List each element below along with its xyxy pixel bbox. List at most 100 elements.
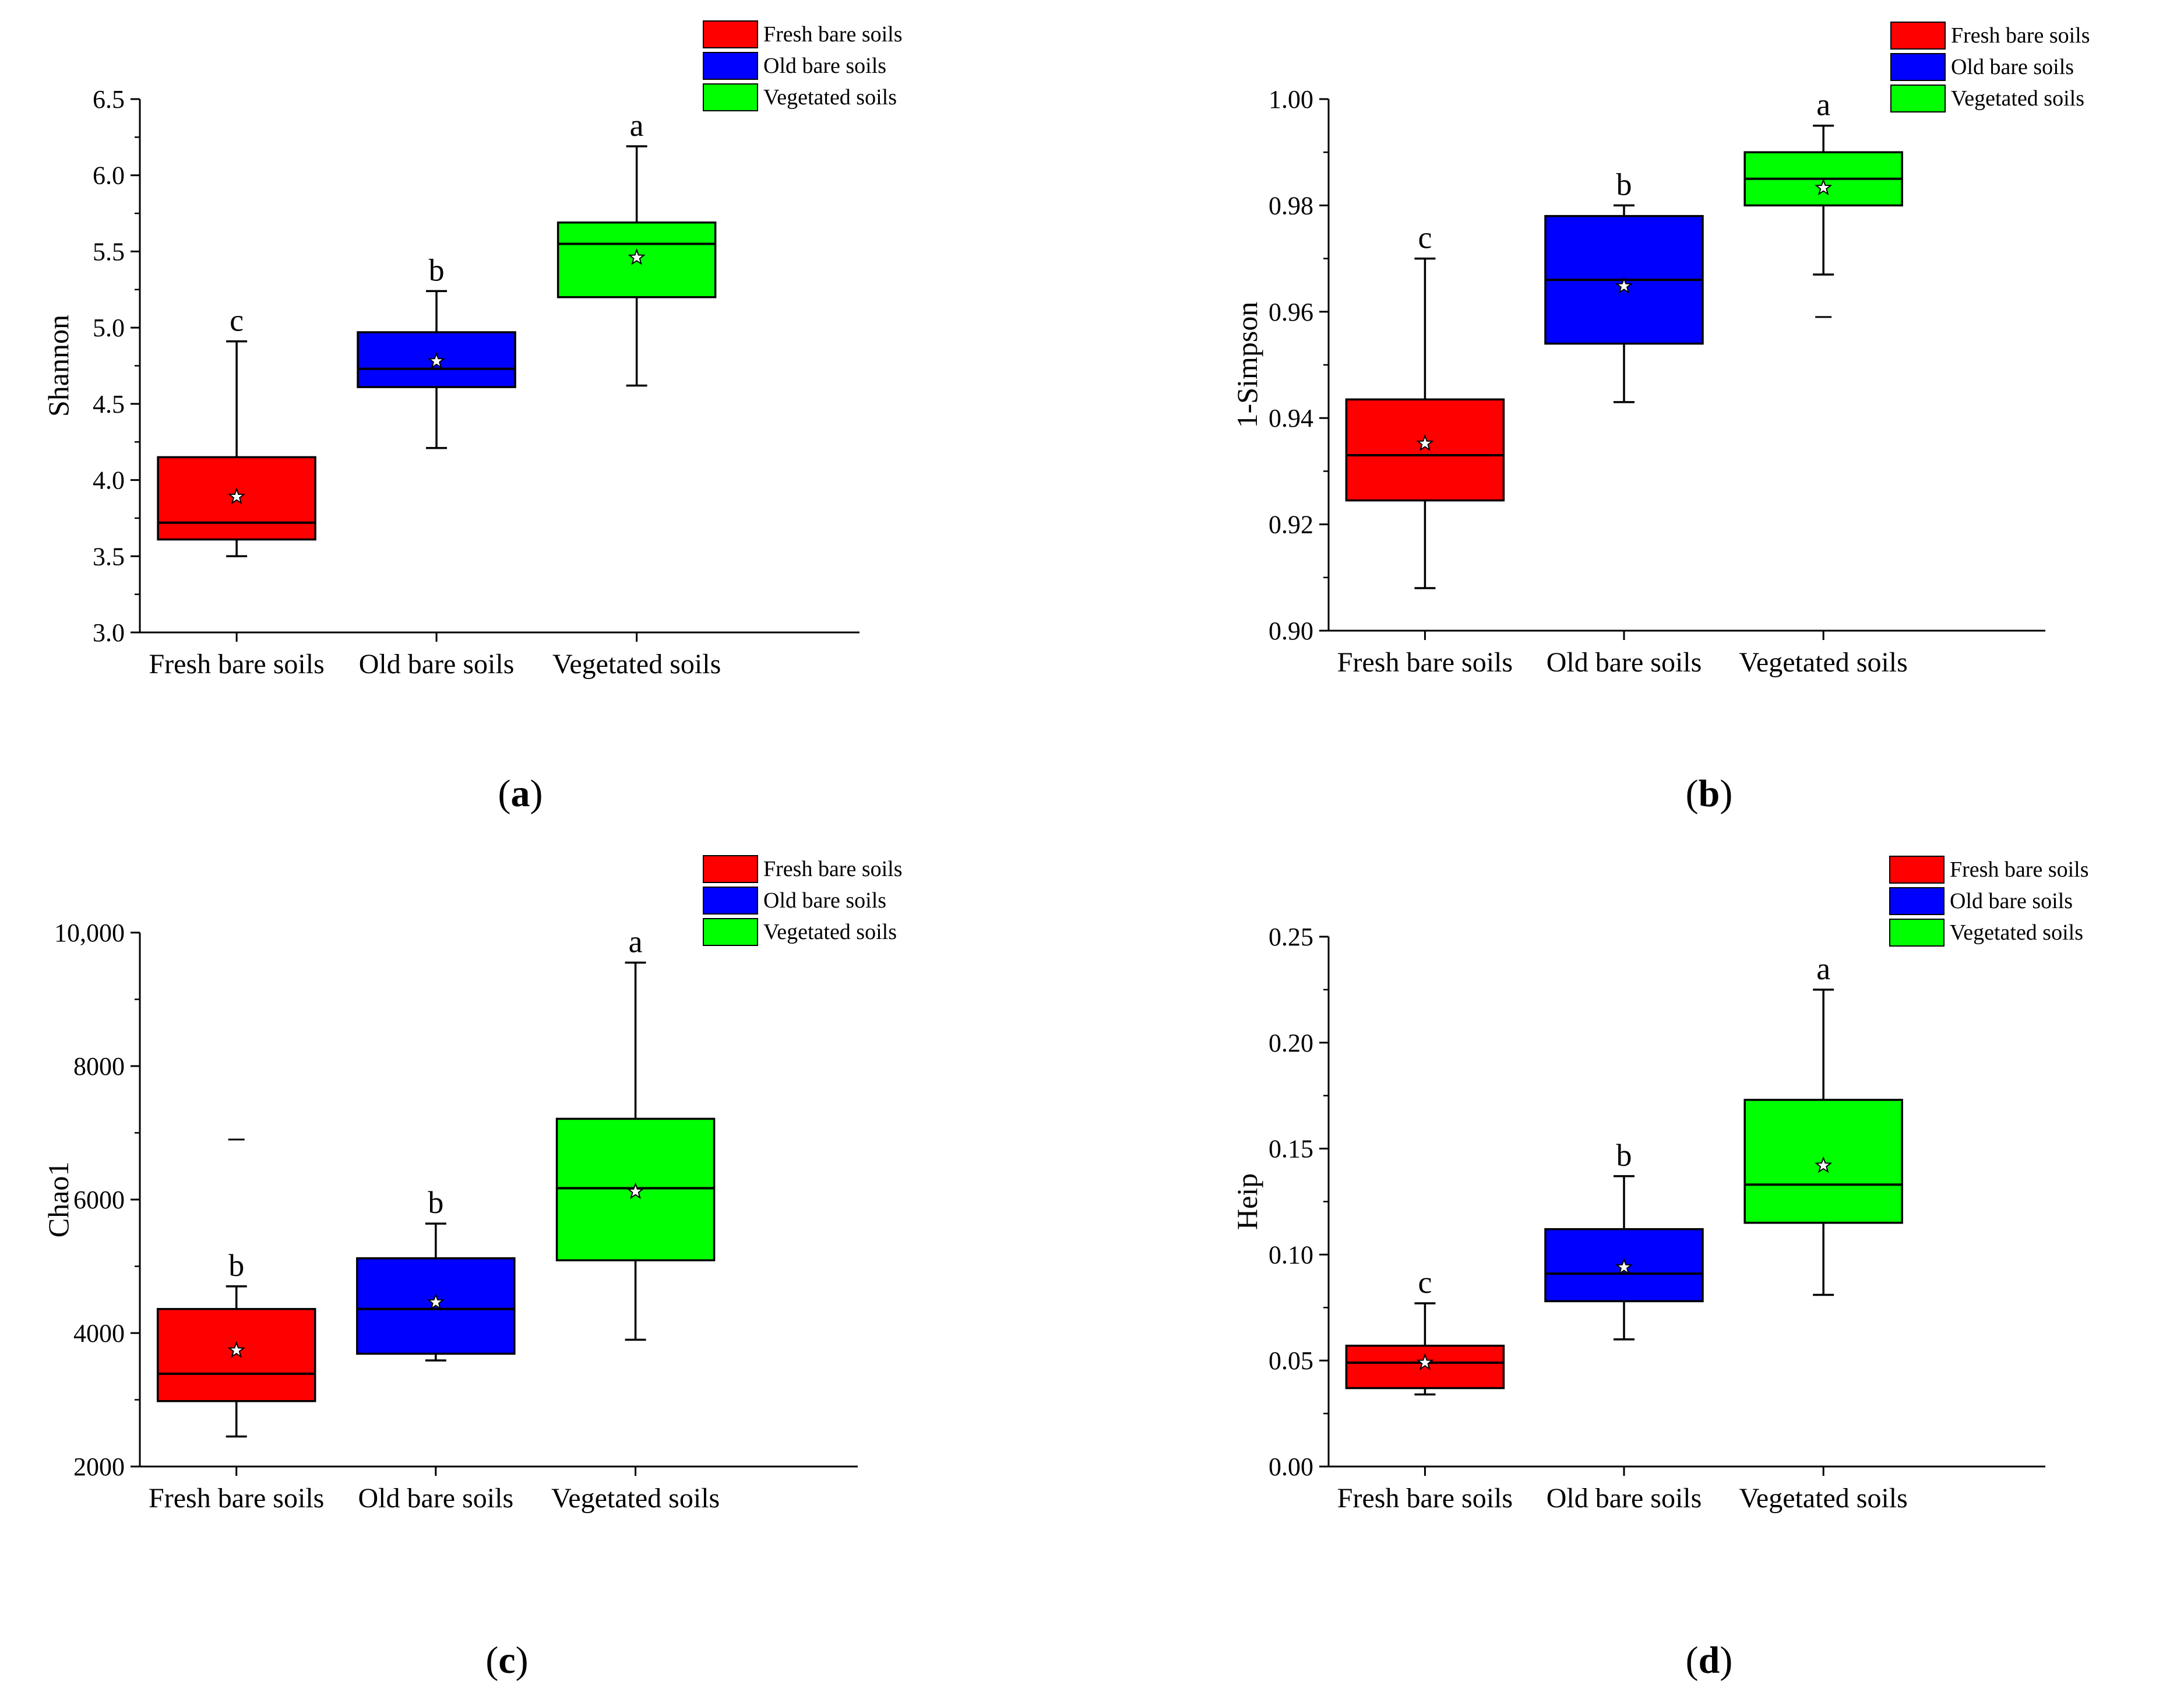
- y-tick-label: 0.94: [1269, 404, 1313, 432]
- y-tick-label: 0.92: [1269, 511, 1313, 539]
- legend-label: Fresh bare soils: [763, 857, 903, 881]
- panel-label: (b): [1686, 772, 1733, 815]
- mean-marker: [1416, 1353, 1434, 1370]
- y-tick-label: 1.00: [1269, 85, 1313, 114]
- legend-swatch: [703, 855, 758, 883]
- y-tick-label: 8000: [73, 1052, 125, 1081]
- legend-swatch: [1890, 22, 1946, 50]
- mean-marker: [1615, 1258, 1633, 1275]
- significance-letter: a: [629, 924, 643, 959]
- y-tick-label: 6.5: [93, 85, 125, 114]
- x-tick-label: Old bare soils: [359, 649, 515, 680]
- significance-letter: c: [1418, 220, 1432, 255]
- y-tick-label: 0.98: [1269, 191, 1313, 220]
- y-tick-label: 6.0: [93, 161, 125, 190]
- y-axis-title: Chao1: [42, 1162, 75, 1238]
- significance-letter: a: [1816, 951, 1830, 986]
- y-tick-label: 3.0: [93, 618, 125, 647]
- mean-marker: [227, 487, 246, 505]
- mean-marker: [227, 1341, 245, 1358]
- legend-label: Fresh bare soils: [1951, 23, 2090, 48]
- y-tick-label: 4.0: [93, 466, 125, 495]
- y-tick-label: 0.15: [1269, 1135, 1313, 1163]
- significance-letter: b: [1616, 167, 1632, 202]
- panel-label: (a): [498, 772, 543, 815]
- y-tick-label: 0.05: [1269, 1346, 1313, 1375]
- y-tick-label: 10,000: [54, 919, 125, 947]
- y-tick-label: 4.5: [93, 390, 125, 419]
- y-tick-label: 0.20: [1269, 1029, 1313, 1057]
- panel-d: 0.00 0.05 0.10 0.15 0.20 0.25 Heip Fresh bare s…: [1231, 856, 2089, 1682]
- legend-label: Vegetated soils: [763, 920, 897, 944]
- legend-label: Vegetated soils: [763, 85, 897, 110]
- x-tick-label: Old bare soils: [358, 1483, 514, 1514]
- y-tick-label: 0.90: [1269, 617, 1313, 645]
- x-tick-label: Old bare soils: [1547, 647, 1702, 678]
- y-axis-title: Heip: [1231, 1173, 1263, 1230]
- legend-swatch: [703, 20, 758, 48]
- legend-swatch: [703, 887, 758, 915]
- y-tick-label: 5.5: [93, 237, 125, 266]
- y-axis-title: Shannon: [42, 315, 75, 417]
- significance-letter: a: [1816, 87, 1830, 122]
- legend-swatch: [1889, 919, 1945, 947]
- x-tick-label: Vegetated soils: [1739, 1483, 1908, 1514]
- y-tick-label: 5.0: [93, 314, 125, 342]
- y-tick-label: 0.00: [1269, 1453, 1313, 1481]
- legend-swatch: [703, 83, 758, 111]
- x-tick-label: Fresh bare soils: [1337, 647, 1513, 678]
- x-tick-label: Vegetated soils: [551, 1483, 720, 1514]
- significance-letter: b: [1616, 1138, 1632, 1173]
- legend-label: Old bare soils: [1950, 889, 2073, 913]
- legend-label: Old bare soils: [763, 888, 886, 913]
- y-axis-title: 1-Simpson: [1231, 302, 1263, 428]
- mean-marker: [1615, 277, 1633, 294]
- panel-label: (c): [485, 1639, 528, 1682]
- mean-marker: [427, 351, 446, 369]
- mean-marker: [628, 248, 646, 265]
- x-tick-label: Fresh bare soils: [1337, 1483, 1513, 1514]
- mean-marker: [427, 1293, 445, 1310]
- x-tick-label: Vegetated soils: [1739, 647, 1908, 678]
- legend-label: Fresh bare soils: [763, 22, 903, 47]
- y-tick-label: 0.25: [1269, 923, 1313, 951]
- legend-swatch: [1889, 887, 1945, 915]
- significance-letter: c: [230, 303, 244, 338]
- legend-label: Old bare soils: [1951, 55, 2074, 79]
- x-tick-label: Old bare soils: [1547, 1483, 1702, 1514]
- legend-swatch: [703, 52, 758, 80]
- panel-a: 3.0 3.5 4.0 4.5 5.0 5.5 6.0 6.5 Shannon Fresh bar…: [42, 20, 903, 815]
- legend-swatch: [1890, 53, 1946, 81]
- y-tick-label: 2000: [73, 1453, 125, 1481]
- box: [1345, 1344, 1505, 1390]
- mean-marker: [626, 1182, 644, 1200]
- x-tick-label: Fresh bare soils: [149, 1483, 324, 1514]
- y-tick-label: 0.96: [1269, 298, 1313, 326]
- box: [1345, 398, 1505, 502]
- mean-marker: [1815, 1156, 1833, 1173]
- significance-letter: a: [630, 108, 644, 143]
- mean-marker: [1416, 434, 1434, 451]
- panel-c: 2000 4000 6000 8000 10,000 Chao1 Fresh bare so…: [42, 855, 903, 1682]
- legend-label: Old bare soils: [763, 54, 886, 78]
- significance-letter: b: [428, 1185, 443, 1220]
- legend-swatch: [1889, 856, 1945, 884]
- y-tick-label: 4000: [73, 1319, 125, 1348]
- legend-swatch: [1890, 85, 1946, 112]
- legend-label: Vegetated soils: [1951, 86, 2084, 111]
- legend-label: Fresh bare soils: [1950, 857, 2089, 882]
- significance-letter: b: [429, 252, 445, 287]
- x-tick-label: Fresh bare soils: [149, 649, 324, 680]
- significance-letter: c: [1418, 1265, 1432, 1300]
- panel-label: (d): [1686, 1639, 1733, 1682]
- significance-letter: b: [228, 1248, 244, 1283]
- mean-marker: [1815, 178, 1833, 196]
- panel-b: 0.90 0.92 0.94 0.96 0.98 1.00 1-Simpson Fresh b…: [1231, 22, 2090, 815]
- y-tick-label: 3.5: [93, 542, 125, 571]
- legend-swatch: [703, 918, 758, 946]
- y-tick-label: 6000: [73, 1186, 125, 1214]
- legend-label: Vegetated soils: [1950, 920, 2083, 945]
- box: [156, 1308, 316, 1402]
- box: [1544, 1228, 1704, 1303]
